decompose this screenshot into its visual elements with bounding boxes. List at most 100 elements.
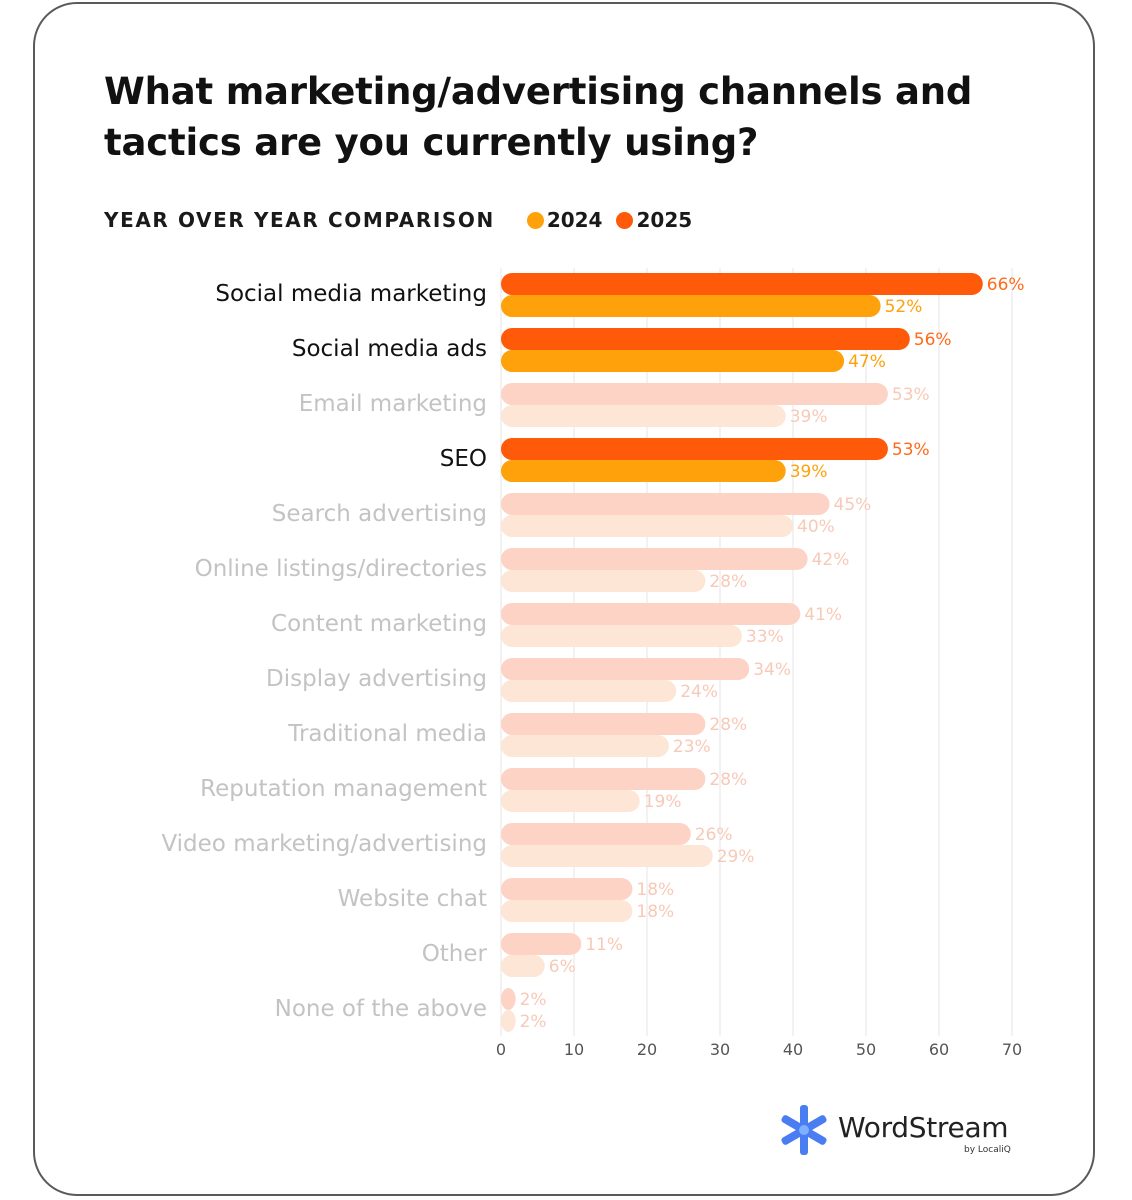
bar-2024 [501, 515, 793, 537]
bar-2025 [501, 658, 750, 680]
bar-row: Online listings/directories 42% 28% [195, 548, 849, 592]
bar-2025 [501, 878, 633, 900]
chart-card [33, 2, 1095, 1196]
bar-2024 [501, 1010, 516, 1032]
value-label: 66% [987, 275, 1025, 295]
value-label: 29% [717, 847, 755, 867]
value-label: 23% [673, 737, 711, 757]
bar-row: Reputation management 28% 19% [200, 768, 747, 812]
legend-item-2025: 2025 [616, 208, 692, 232]
category-label: Traditional media [287, 721, 487, 747]
x-tick-label: 30 [710, 1040, 730, 1059]
bar-2024 [501, 405, 786, 427]
bar-rows: Social media marketing 66%52%Social media… [161, 273, 1025, 1032]
x-tick-label: 0 [496, 1040, 506, 1059]
value-label: 33% [746, 627, 784, 647]
legend: 2024 2025 [526, 208, 706, 232]
bar-2024 [501, 735, 669, 757]
bar-row: Website chat 18%18% [338, 878, 674, 922]
category-label: SEO [440, 446, 487, 472]
bar-2024 [501, 295, 881, 317]
bar-row: Content marketing 41% 33% [271, 603, 842, 647]
legend-dot-2024 [526, 211, 544, 229]
bar-2025 [501, 548, 808, 570]
category-label: Video marketing/advertising [161, 831, 487, 857]
bar-2024 [501, 350, 845, 372]
bar-row: Email marketing 53% 39% [299, 383, 930, 427]
value-label: 45% [834, 495, 872, 515]
value-label: 34% [753, 660, 791, 680]
bar-row: Display advertising 34% 24% [266, 658, 791, 702]
value-label: 6% [549, 957, 576, 977]
value-label: 47% [848, 352, 886, 372]
x-tick-label: 50 [856, 1040, 876, 1059]
value-label: 28% [709, 770, 747, 790]
x-tick-label: 70 [1002, 1040, 1022, 1059]
bar-2025 [501, 273, 983, 295]
value-label: 53% [892, 385, 930, 405]
x-tick-label: 10 [564, 1040, 584, 1059]
value-label: 11% [585, 935, 623, 955]
value-label: 24% [680, 682, 718, 702]
bar-2025 [501, 933, 582, 955]
value-label: 28% [709, 572, 747, 592]
chart-title: What marketing/advertising channels and … [104, 70, 973, 164]
value-label: 2% [520, 1012, 547, 1032]
bar-row: Video marketing/advertising 26%29% [161, 823, 754, 867]
bar-2025 [501, 383, 888, 405]
category-label: Social media ads [292, 336, 487, 362]
bar-row: Social media ads 56% 47% [292, 328, 952, 372]
logo-brand: WordStream [838, 1111, 1009, 1144]
bar-2025 [501, 988, 516, 1010]
value-label: 18% [636, 880, 674, 900]
value-label: 41% [804, 605, 842, 625]
bar-2025 [501, 603, 801, 625]
category-label: Other [422, 941, 488, 967]
category-label: None of the above [275, 996, 487, 1022]
x-tick-label: 60 [929, 1040, 949, 1059]
category-label: Content marketing [271, 611, 487, 637]
legend-label-2025: 2025 [636, 208, 693, 232]
category-label: Online listings/directories [195, 556, 487, 582]
bar-2025 [501, 493, 830, 515]
subtitle-row: YEAR OVER YEAR COMPARISON 2024 2025 [104, 205, 706, 235]
bar-2024 [501, 570, 706, 592]
bar-row: Other 11% 6% [422, 933, 623, 977]
category-label: Email marketing [299, 391, 487, 417]
bar-2024 [501, 845, 713, 867]
bar-2024 [501, 460, 786, 482]
chart-subtitle: YEAR OVER YEAR COMPARISON [104, 208, 495, 232]
value-label: 2% [520, 990, 547, 1010]
x-axis-ticks: 0 10 20 30 40 50 60 70 [496, 1040, 1022, 1059]
category-label: Display advertising [266, 666, 487, 692]
bar-row: SEO 53% 39% [440, 438, 930, 482]
bar-2025 [501, 768, 706, 790]
bar-2025 [501, 823, 691, 845]
wordstream-logo: WordStream by LocaliQ [780, 1105, 1030, 1160]
bar-row: Search advertising 45%40% [272, 493, 872, 537]
category-label: Reputation management [200, 776, 487, 802]
bar-2024 [501, 680, 677, 702]
value-label: 26% [695, 825, 733, 845]
category-label: Social media marketing [215, 281, 487, 307]
value-label: 53% [892, 440, 930, 460]
legend-item-2024: 2024 [526, 208, 602, 232]
bar-row: None of the above 2%2% [275, 988, 547, 1032]
bar-2024 [501, 790, 640, 812]
value-label: 52% [885, 297, 923, 317]
value-label: 39% [790, 462, 828, 482]
bar-2024 [501, 900, 633, 922]
bar-2025 [501, 328, 910, 350]
bar-2024 [501, 955, 545, 977]
value-label: 39% [790, 407, 828, 427]
x-tick-label: 20 [637, 1040, 657, 1059]
bar-2024 [501, 625, 742, 647]
bar-row: Social media marketing 66% 52% [215, 273, 1025, 317]
bar-2025 [501, 438, 888, 460]
value-label: 56% [914, 330, 952, 350]
wordstream-logo-icon [781, 1105, 827, 1155]
category-label: Website chat [338, 886, 487, 912]
x-tick-label: 40 [783, 1040, 803, 1059]
value-label: 28% [709, 715, 747, 735]
